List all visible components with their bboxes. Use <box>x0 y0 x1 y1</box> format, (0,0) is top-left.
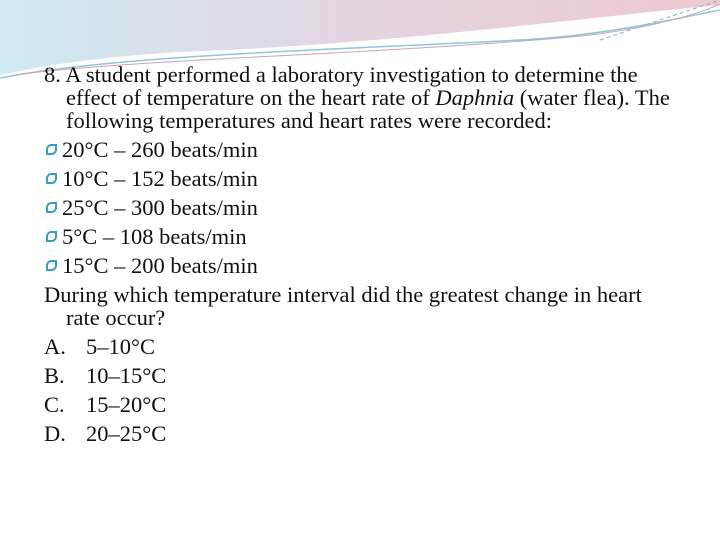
bullet <box>46 231 57 242</box>
bullet <box>46 202 57 213</box>
reading-text: 20°C – 260 beats/min <box>62 137 258 162</box>
option-text: 5–10°C <box>86 334 156 359</box>
bullet <box>46 260 57 271</box>
reading-text: 5°C – 108 beats/min <box>62 224 247 249</box>
option-text: 20–25°C <box>86 421 167 446</box>
option-letter: D. <box>44 421 66 446</box>
option-text: 15–20°C <box>86 392 167 417</box>
option: D. 20–25°C <box>44 422 674 445</box>
question-text: (water flea). The following temperatures… <box>66 85 670 133</box>
bullet <box>46 144 57 155</box>
reading: 15°C – 200 beats/min <box>44 254 674 277</box>
option-letter: A. <box>44 334 66 359</box>
reading-text: 15°C – 200 beats/min <box>62 253 258 278</box>
bullet <box>46 173 57 184</box>
option-text: 10–15°C <box>86 363 167 388</box>
slide-body: 8. A student performed a laboratory inve… <box>44 63 674 451</box>
prompt: During which temperature interval did th… <box>44 282 642 330</box>
question-number: 8. <box>44 62 61 87</box>
reading-text: 10°C – 152 beats/min <box>62 166 258 191</box>
readings-list: 20°C – 260 beats/min 10°C – 152 beats/min… <box>44 138 674 277</box>
option-letter: B. <box>44 363 65 388</box>
option: B. 10–15°C <box>44 364 674 387</box>
question-text: A student performed a laboratory investi… <box>65 62 638 110</box>
options-list: A. 5–10°C B. 10–15°C C. 15–20°C D. 20–25°C <box>44 335 674 445</box>
question: 8. A student performed a laboratory inve… <box>44 63 674 132</box>
reading: 20°C – 260 beats/min <box>44 138 674 161</box>
organism: Daphnia <box>435 85 515 110</box>
reading: 10°C – 152 beats/min <box>44 167 674 190</box>
reading: 25°C – 300 beats/min <box>44 196 674 219</box>
option: A. 5–10°C <box>44 335 674 358</box>
option: C. 15–20°C <box>44 393 674 416</box>
reading: 5°C – 108 beats/min <box>44 225 674 248</box>
option-letter: C. <box>44 392 65 417</box>
reading-text: 25°C – 300 beats/min <box>62 195 258 220</box>
header-decoration <box>0 0 720 79</box>
